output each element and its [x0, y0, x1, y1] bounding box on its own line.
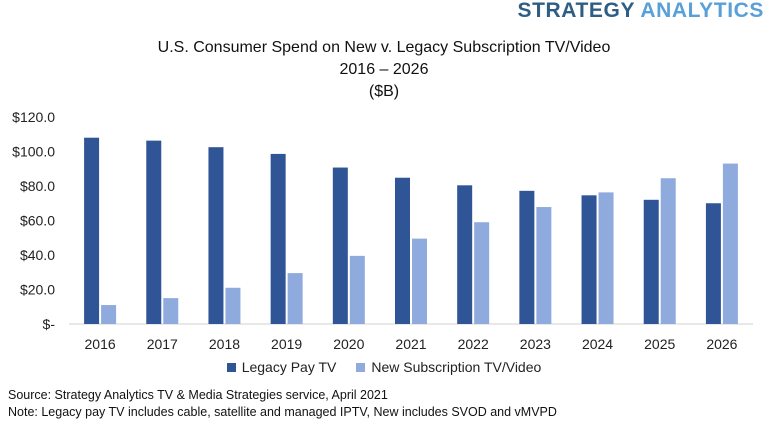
legend-label-new: New Subscription TV/Video [371, 359, 542, 375]
bar-legacy-2018 [208, 147, 224, 324]
bar-new-2024 [598, 192, 614, 324]
x-tick-label: 2026 [706, 336, 737, 352]
bar-new-2022 [474, 222, 490, 324]
legend-item-new: New Subscription TV/Video [356, 359, 541, 375]
brand-word-analytics: ANALYTICS [640, 0, 764, 22]
bar-new-2017 [163, 298, 179, 324]
x-tick-label: 2023 [520, 336, 551, 352]
source-note: Source: Strategy Analytics TV & Media St… [8, 388, 388, 402]
bar-legacy-2024 [581, 195, 597, 324]
bar-new-2020 [349, 255, 365, 324]
bar-new-2021 [412, 238, 427, 324]
legend-label-legacy: Legacy Pay TV [241, 359, 337, 375]
bar-legacy-2020 [332, 167, 348, 324]
legend-swatch-legacy [226, 362, 236, 372]
bar-legacy-2022 [457, 185, 473, 324]
y-tick-label: $60.0 [20, 213, 55, 229]
x-tick-label: 2021 [395, 336, 426, 352]
y-tick-label: $20.0 [20, 282, 55, 298]
y-tick-label: $100.0 [12, 144, 55, 160]
bar-legacy-2016 [84, 137, 100, 324]
legend-item-legacy: Legacy Pay TV [226, 359, 337, 375]
chart-subtitle: 2016 – 2026 [339, 61, 429, 78]
y-tick-label: $80.0 [20, 178, 55, 194]
y-tick-label: $120.0 [12, 109, 55, 125]
x-tick-label: 2018 [209, 336, 240, 352]
x-tick-label: 2024 [582, 336, 613, 352]
bar-new-2023 [536, 207, 552, 324]
brand-logo: STRATEGY ANALYTICS [517, 0, 764, 23]
bar-legacy-2019 [270, 153, 286, 324]
x-tick-label: 2019 [271, 336, 302, 352]
x-tick-label: 2020 [333, 336, 364, 352]
bar-new-2018 [225, 287, 241, 324]
bar-new-2016 [101, 305, 117, 324]
bar-new-2026 [722, 163, 738, 324]
x-tick-label: 2017 [147, 336, 178, 352]
x-tick-label: 2022 [458, 336, 489, 352]
bar-legacy-2021 [395, 177, 410, 324]
brand-word-strategy: STRATEGY [517, 0, 635, 22]
chart-unit-label: ($B) [368, 83, 400, 100]
y-tick-label: $- [43, 316, 56, 332]
definition-note: Note: Legacy pay TV includes cable, sate… [8, 405, 557, 419]
bar-legacy-2023 [519, 190, 535, 324]
bar-legacy-2025 [643, 199, 659, 324]
chart-title: U.S. Consumer Spend on New v. Legacy Sub… [157, 39, 611, 56]
y-tick-label: $40.0 [20, 247, 55, 263]
bar-legacy-2017 [146, 140, 162, 324]
x-tick-label: 2016 [85, 336, 116, 352]
chart-legend: Legacy Pay TV New Subscription TV/Video [0, 359, 768, 375]
legend-swatch-new [356, 362, 366, 372]
bar-new-2025 [660, 178, 676, 324]
bar-legacy-2026 [705, 203, 721, 324]
bar-new-2019 [287, 273, 303, 324]
x-tick-label: 2025 [644, 336, 675, 352]
